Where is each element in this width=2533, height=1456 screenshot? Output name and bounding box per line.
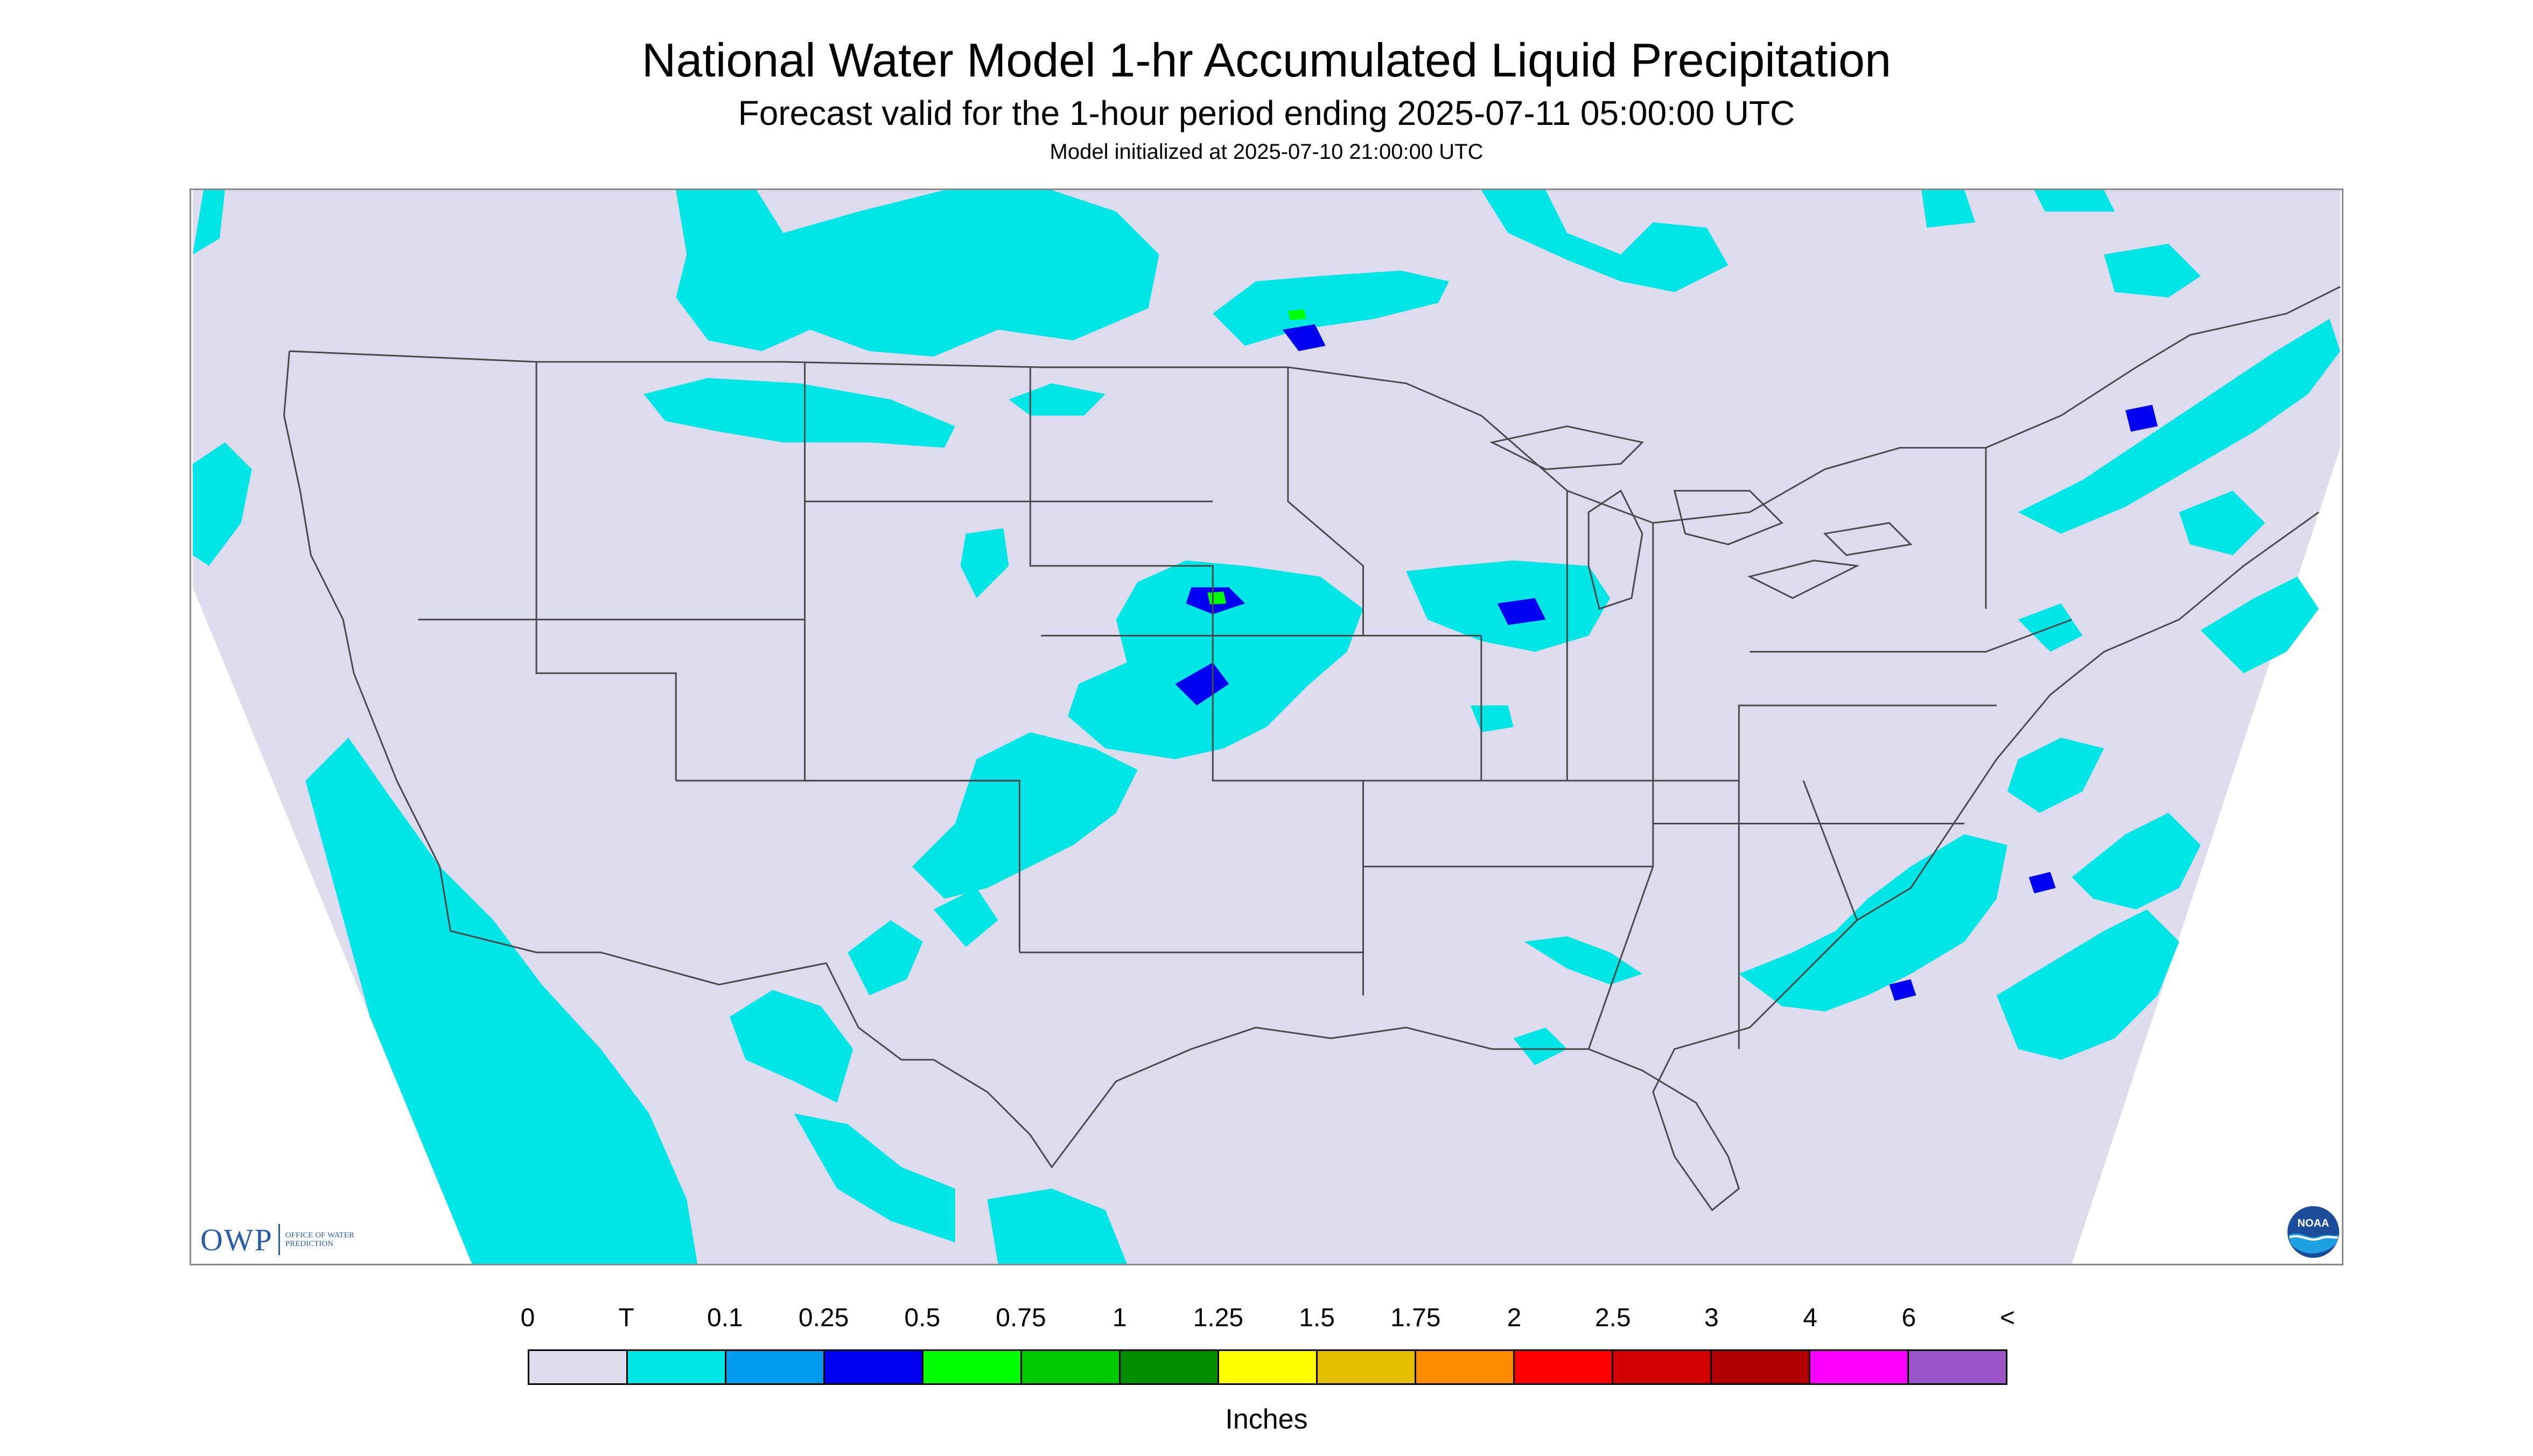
precip-plains — [848, 528, 1611, 996]
model-init-line: Model initialized at 2025-07-10 21:00:00… — [1049, 140, 1484, 164]
legend-swatch — [1318, 1351, 1416, 1383]
legend-tick-label: < — [1999, 1304, 2016, 1332]
legend-swatch — [1909, 1351, 2006, 1383]
owp-mark: OWP — [200, 1222, 273, 1257]
precip-pacific — [193, 190, 1127, 1264]
legend-unit-label: Inches — [1225, 1404, 1308, 1435]
legend-tick-label: 1 — [1112, 1304, 1127, 1332]
legend-tick-label: 0.25 — [798, 1304, 849, 1332]
legend-swatch — [529, 1351, 628, 1383]
legend-swatch — [1515, 1351, 1613, 1383]
legend-tick-label: 1.75 — [1390, 1304, 1441, 1332]
legend-tick-label: 0 — [520, 1304, 535, 1332]
legend-swatch — [1613, 1351, 1712, 1383]
legend-swatch — [1022, 1351, 1121, 1383]
legend-tick-label: 1.25 — [1193, 1304, 1244, 1332]
legend-swatch — [1416, 1351, 1515, 1383]
great-lakes — [1489, 425, 1913, 610]
owp-text: Office of Water Prediction — [285, 1231, 354, 1248]
legend-swatch — [1810, 1351, 1909, 1383]
precipitation-map — [190, 188, 2343, 1265]
legend-swatch — [726, 1351, 825, 1383]
owp-divider — [278, 1224, 280, 1255]
legend-swatch — [923, 1351, 1022, 1383]
legend-swatch — [628, 1351, 726, 1383]
precip-canada — [643, 190, 2201, 448]
noaa-logo-text: NOAA — [2298, 1217, 2329, 1229]
noaa-logo: NOAA — [2287, 1206, 2339, 1258]
legend-labels: 0 T 0.1 0.25 0.5 0.75 1 1.25 1.5 1.75 2 2.5 3 4 6 < — [521, 1303, 2015, 1335]
precipitation-legend: 0 T 0.1 0.25 0.5 0.75 1 1.25 1.5 1.75 2 2.5 3 4 6 < — [521, 1303, 2015, 1400]
legend-swatch — [825, 1351, 923, 1383]
legend-tick-label: 2.5 — [1594, 1304, 1631, 1332]
legend-tick-label: 2 — [1507, 1304, 1522, 1332]
legend-tick-label: 4 — [1803, 1304, 1817, 1332]
legend-tick-label: 1.5 — [1299, 1304, 1335, 1332]
legend-tick-label: 3 — [1704, 1304, 1719, 1332]
legend-tick-label: 6 — [1901, 1304, 1916, 1332]
legend-swatch — [1219, 1351, 1318, 1383]
forecast-valid-subtitle: Forecast valid for the 1-hour period end… — [738, 94, 1795, 132]
legend-tick-label: 0.1 — [707, 1304, 743, 1332]
legend-swatch — [1712, 1351, 1810, 1383]
legend-tick-label: 0.75 — [996, 1304, 1046, 1332]
legend-tick-label: 0.5 — [904, 1304, 941, 1332]
political-boundaries — [283, 286, 2341, 1212]
legend-swatch — [1121, 1351, 1219, 1383]
legend-tick-label: T — [618, 1304, 634, 1332]
owp-logo: OWP Office of Water Prediction — [200, 1220, 361, 1259]
precip-southeast — [1513, 576, 2319, 1066]
legend-color-bar — [528, 1349, 2007, 1385]
map-title: National Water Model 1-hr Accumulated Li… — [641, 33, 1892, 87]
